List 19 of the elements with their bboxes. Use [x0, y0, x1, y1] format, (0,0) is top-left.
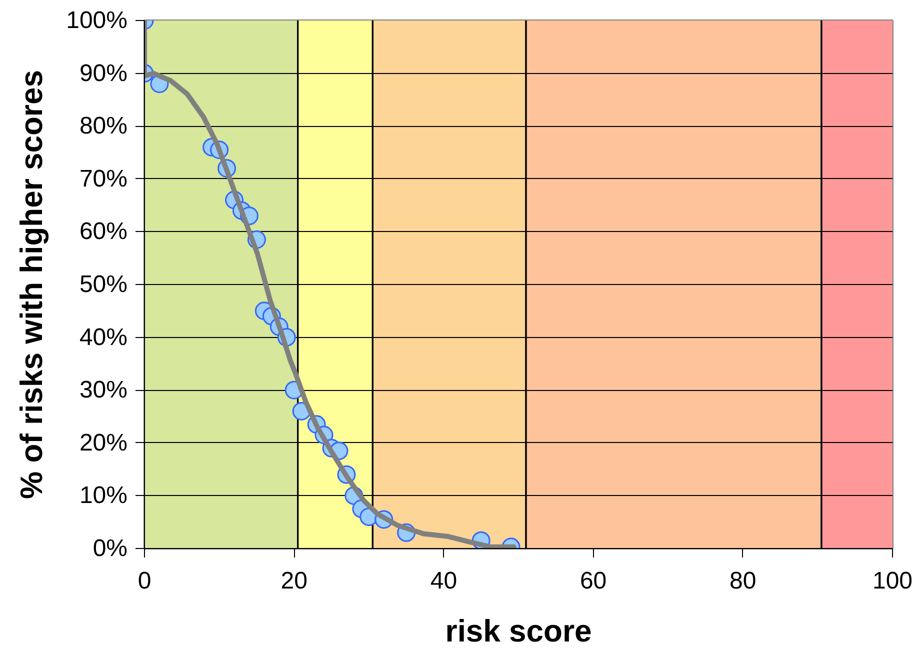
- x-tick-label: 0: [138, 568, 152, 594]
- x-tick-label: 20: [280, 568, 308, 594]
- y-tick-label: 100%: [66, 7, 128, 34]
- x-tick-label: 100: [872, 568, 913, 594]
- y-tick-label: 60%: [79, 218, 128, 246]
- y-tick-label: 50%: [79, 271, 128, 298]
- y-tick-label: 10%: [79, 482, 128, 510]
- x-tick-label: 80: [730, 568, 756, 594]
- y-tick-label: 90%: [79, 60, 128, 87]
- y-tick-label: 80%: [79, 112, 128, 140]
- y-tick-label: 40%: [79, 324, 128, 351]
- y-tick-label: 70%: [79, 165, 128, 192]
- y-tick-label: 20%: [79, 429, 128, 456]
- x-tick-label: 40: [430, 568, 458, 594]
- y-tick-label: 30%: [79, 376, 128, 404]
- x-tick-label: 60: [580, 568, 607, 594]
- x-axis-title: risk score: [445, 614, 592, 648]
- y-axis-title: % of risks with higher scores: [14, 70, 50, 499]
- y-tick-label: 0%: [92, 535, 128, 562]
